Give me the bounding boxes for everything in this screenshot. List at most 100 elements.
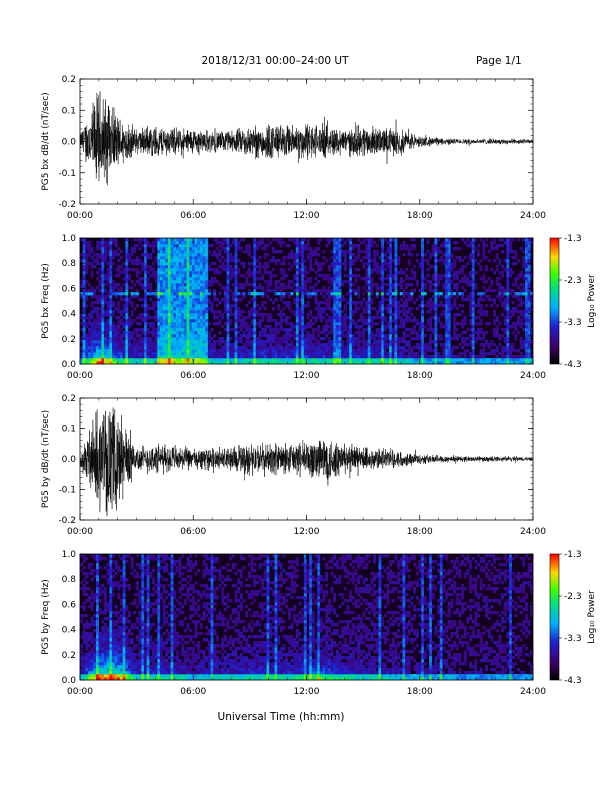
spectrogram-cell	[125, 253, 129, 257]
spectrogram-cell	[154, 289, 158, 293]
spectrogram-cell	[423, 346, 427, 350]
spectrogram-cell	[162, 343, 166, 347]
spectrogram-cell	[125, 328, 129, 332]
spectrogram-cell	[351, 283, 355, 287]
spectrogram-cell	[181, 304, 185, 308]
spectrogram-cell	[317, 310, 321, 314]
spectrogram-cell	[221, 298, 225, 302]
spectrogram-cell	[130, 301, 134, 305]
spectrogram-cell	[333, 241, 337, 245]
spectrogram-cell	[181, 307, 185, 311]
spectrogram-cell	[80, 313, 83, 317]
spectrogram-cell	[349, 247, 353, 251]
spectrogram-cell	[501, 286, 504, 290]
spectrogram-cell	[90, 346, 94, 350]
spectrogram-cell	[106, 304, 110, 308]
spectrogram-cell	[493, 310, 496, 314]
spectrogram-cell	[306, 361, 310, 365]
spectrogram-cell	[391, 304, 395, 308]
spectrogram-cell	[450, 262, 454, 266]
spectrogram-cell	[119, 319, 123, 323]
spectrogram-cell	[341, 343, 345, 347]
spectrogram-cell	[170, 328, 174, 332]
spectrogram-cell	[191, 349, 195, 353]
spectrogram-cell	[221, 346, 225, 350]
spectrogram-cell	[311, 286, 315, 290]
spectrogram-cell	[461, 238, 465, 242]
spectrogram-cell	[213, 277, 217, 281]
spectrogram-cell	[114, 340, 118, 344]
spectrogram-cell	[114, 325, 118, 329]
spectrogram-cell	[442, 313, 446, 317]
spectrogram-cell	[181, 280, 185, 284]
spectrogram-cell	[285, 352, 289, 356]
spectrogram-cell	[511, 361, 515, 365]
spectrogram-cell	[509, 268, 512, 272]
spectrogram-cell	[279, 250, 283, 254]
spectrogram-cell	[247, 274, 251, 278]
spectrogram-cell	[482, 349, 486, 353]
spectrogram-cell	[282, 307, 286, 311]
spectrogram-cell	[210, 352, 214, 356]
spectrogram-cell	[359, 331, 363, 335]
spectrogram-cell	[362, 277, 366, 281]
spectrogram-cell	[162, 322, 166, 326]
spectrogram-cell	[453, 292, 457, 296]
spectrogram-cell	[434, 268, 438, 272]
spectrogram-cell	[146, 304, 150, 308]
spectrogram-cell	[85, 265, 89, 269]
spectrogram-cell	[223, 298, 227, 302]
spectrogram-cell	[261, 247, 265, 251]
spectrogram-cell	[455, 355, 459, 359]
spectrogram-cell	[165, 358, 169, 362]
spectrogram-cell	[306, 349, 310, 353]
spectrogram-cell	[327, 319, 331, 323]
spectrogram-cell	[279, 322, 283, 326]
spectrogram-cell	[378, 256, 382, 260]
spectrogram-cell	[421, 352, 425, 356]
spectrogram-cell	[527, 346, 531, 350]
spectrogram-cell	[117, 322, 121, 326]
spectrogram-cell	[434, 244, 438, 248]
spectrogram-cell	[341, 355, 345, 359]
spectrogram-cell	[101, 346, 105, 350]
spectrogram-cell	[173, 322, 177, 326]
spectrogram-cell	[183, 271, 187, 275]
spectrogram-cell	[469, 244, 473, 248]
spectrogram-cell	[162, 292, 166, 296]
spectrogram-cell	[90, 361, 94, 365]
spectrogram-cell	[293, 325, 297, 329]
spectrogram-cell	[306, 358, 310, 362]
spectrogram-cell	[506, 313, 510, 317]
spectrogram-cell	[101, 355, 105, 359]
spectrogram-cell	[103, 250, 107, 254]
spectrogram-cell	[346, 340, 350, 344]
spectrogram-cell	[119, 289, 123, 293]
spectrogram-cell	[306, 334, 310, 338]
spectrogram-cell	[421, 319, 425, 323]
spectrogram-cell	[250, 310, 254, 314]
spectrogram-cell	[181, 316, 185, 320]
spectrogram-cell	[477, 331, 480, 335]
spectrogram-cell	[309, 262, 313, 266]
spectrogram-cell	[93, 319, 97, 323]
spectrogram-cell	[309, 247, 313, 251]
spectrogram-cell	[434, 247, 438, 251]
spectrogram-cell	[343, 265, 347, 269]
spectrogram-cell	[362, 355, 366, 359]
spectrogram-cell	[370, 334, 374, 338]
spectrogram-cell	[367, 292, 371, 296]
spectrogram-cell	[178, 277, 182, 281]
spectrogram-cell	[509, 325, 512, 329]
spectrogram-cell	[234, 355, 238, 359]
spectrogram-cell	[269, 358, 273, 362]
spectrogram-cell	[106, 361, 110, 365]
spectrogram-cell	[525, 328, 528, 332]
spectrogram-cell	[213, 322, 217, 326]
spectrogram-cell	[287, 304, 291, 308]
spectrogram-cell	[223, 328, 227, 332]
spectrogram-cell	[303, 289, 307, 293]
spectrogram-cell	[245, 355, 249, 359]
spectrogram-cell	[421, 271, 425, 275]
spectrogram-cell	[386, 352, 390, 356]
